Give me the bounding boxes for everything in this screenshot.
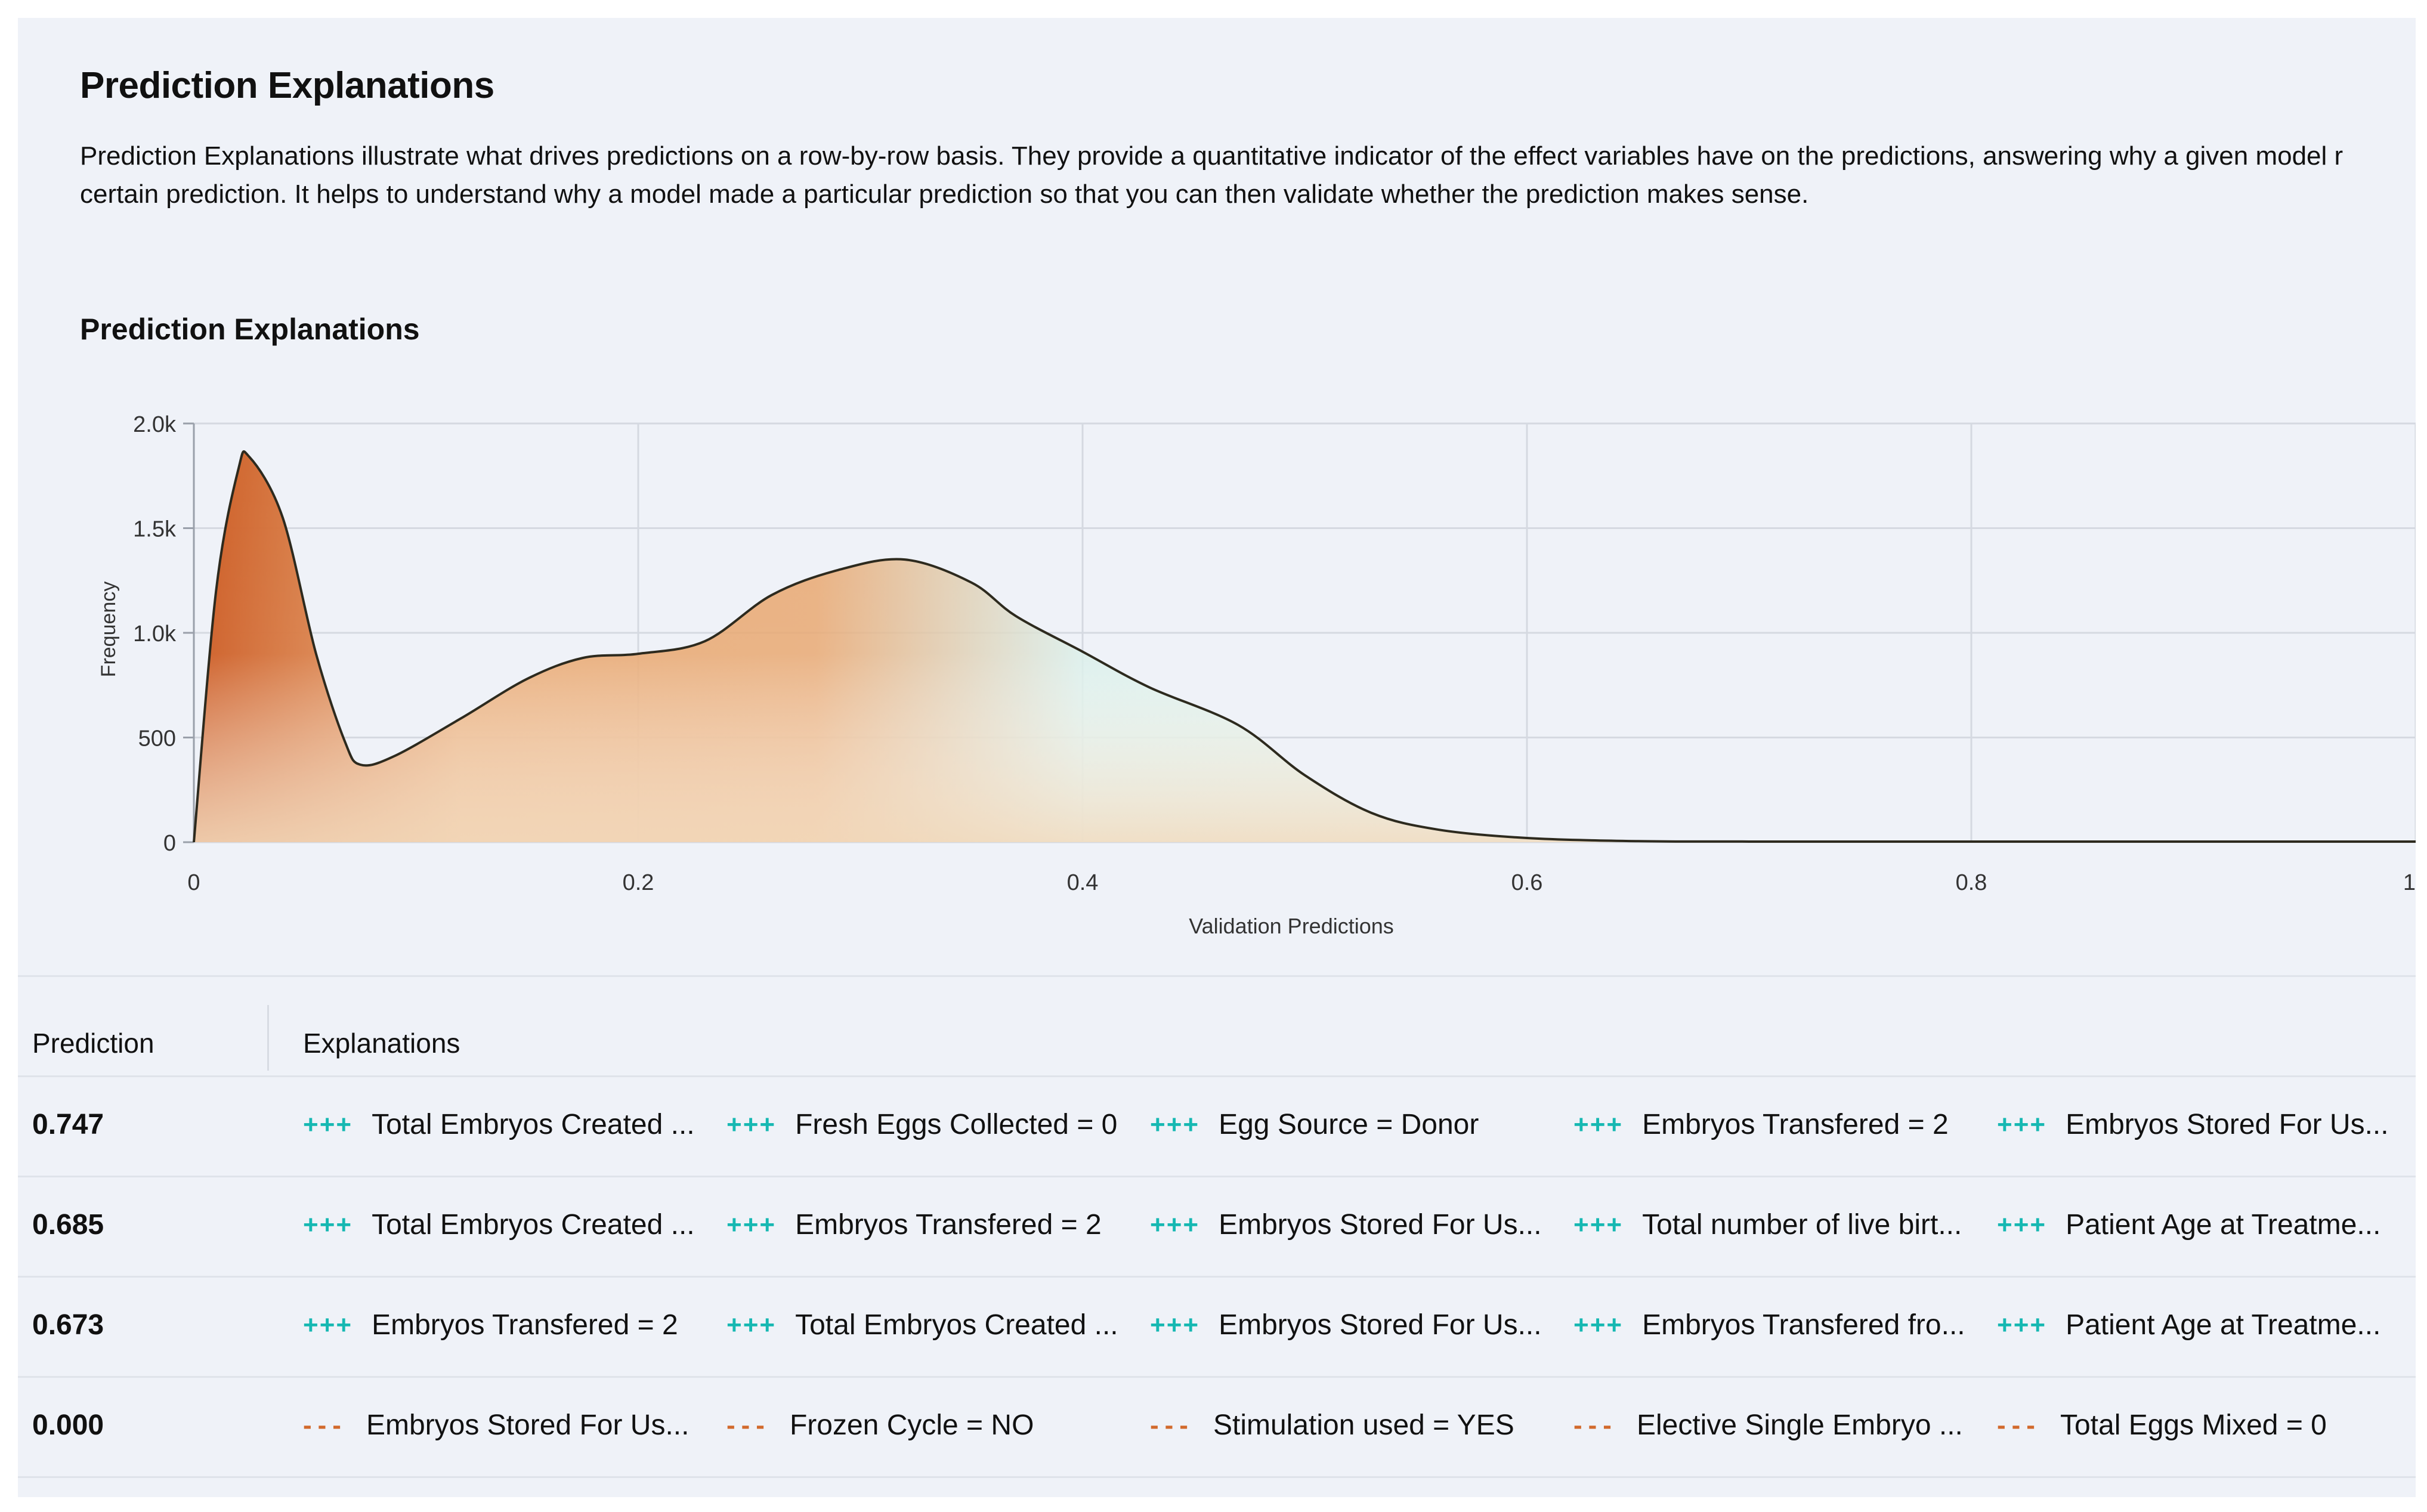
positive-effect-icon: +++ — [1573, 1210, 1624, 1239]
row-divider — [18, 1276, 2416, 1278]
positive-effect-icon: +++ — [726, 1210, 777, 1239]
table-row[interactable]: 0.673 +++ Embryos Transfered = 2 +++ Total E… — [18, 1278, 2416, 1378]
explanation-item: +++ Embryos Stored For Us... — [1997, 1108, 2389, 1141]
y-tick-label: 2.0k — [133, 412, 177, 437]
explanation-item: +++ Embryos Transfered = 2 — [1573, 1108, 1949, 1141]
y-tick-label: 1.0k — [133, 622, 177, 647]
prediction-value: 0.685 — [32, 1209, 104, 1241]
prediction-distribution-chart: 0 500 1.0k 1.5k 2.0k 0 0.2 0.4 0.6 0.8 1 Validation… — [97, 412, 2416, 938]
explanation-item: +++ Total number of live birt... — [1573, 1208, 1962, 1241]
x-tick-label: 0.8 — [1956, 870, 1987, 895]
y-tick-label: 1.5k — [133, 517, 177, 542]
explanation-text: Patient Age at Treatme... — [2066, 1309, 2381, 1341]
row-divider — [18, 1376, 2416, 1378]
description-line-2: certain prediction. It helps to understa… — [80, 180, 1809, 209]
explanation-item: --- Frozen Cycle = NO — [726, 1409, 1034, 1442]
description-line-1: Prediction Explanations illustrate what … — [80, 141, 2343, 171]
negative-effect-icon: --- — [303, 1410, 347, 1440]
row-divider — [18, 1176, 2416, 1177]
explanation-item: +++ Patient Age at Treatme... — [1997, 1309, 2380, 1341]
prediction-value: 0.747 — [32, 1109, 104, 1140]
explanation-text: Embryos Transfered = 2 — [795, 1209, 1102, 1241]
x-axis-title: Validation Predictions — [1189, 914, 1394, 938]
y-tick-label: 0 — [163, 831, 176, 856]
explanation-text: Egg Source = Donor — [1219, 1109, 1479, 1140]
description: Prediction Explanations illustrate what … — [80, 137, 2416, 214]
explanation-text: Patient Age at Treatme... — [2066, 1209, 2381, 1241]
prediction-explanations-panel: Prediction Explanations Prediction Expla… — [18, 18, 2416, 1497]
explanation-text: Embryos Stored For Us... — [1219, 1309, 1542, 1341]
positive-effect-icon: +++ — [1573, 1310, 1624, 1340]
explanation-item: +++ Total Embryos Created ... — [303, 1108, 695, 1141]
explanation-item: +++ Embryos Stored For Us... — [1150, 1208, 1542, 1241]
x-tick-label: 0.6 — [1511, 870, 1543, 895]
explanation-text: Elective Single Embryo ... — [1636, 1409, 1963, 1441]
positive-effect-icon: +++ — [1150, 1310, 1200, 1340]
positive-effect-icon: +++ — [1150, 1109, 1200, 1139]
negative-effect-icon: --- — [1573, 1410, 1618, 1440]
explanation-item: +++ Embryos Stored For Us... — [1150, 1309, 1542, 1341]
row-divider — [18, 1476, 2416, 1478]
explanation-text: Total Eggs Mixed = 0 — [2060, 1409, 2327, 1441]
chart-table-divider — [18, 975, 2416, 977]
explanation-text: Frozen Cycle = NO — [789, 1409, 1034, 1441]
positive-effect-icon: +++ — [1573, 1109, 1624, 1139]
explanation-text: Fresh Eggs Collected = 0 — [795, 1109, 1118, 1140]
explanation-item: +++ Fresh Eggs Collected = 0 — [726, 1108, 1117, 1141]
explanation-item: --- Embryos Stored For Us... — [303, 1409, 689, 1442]
positive-effect-icon: +++ — [1997, 1109, 2047, 1139]
negative-effect-icon: --- — [1997, 1410, 2041, 1440]
prediction-value: 0.673 — [32, 1309, 104, 1341]
explanation-text: Stimulation used = YES — [1213, 1409, 1514, 1441]
explanations-column-header[interactable]: Explanations — [303, 1028, 460, 1059]
positive-effect-icon: +++ — [726, 1310, 777, 1340]
distribution-area-shade — [194, 451, 2416, 842]
explanation-text: Embryos Transfered = 2 — [372, 1309, 678, 1341]
negative-effect-icon: --- — [1150, 1410, 1194, 1440]
explanation-text: Total number of live birt... — [1642, 1209, 1962, 1241]
positive-effect-icon: +++ — [303, 1310, 353, 1340]
explanation-text: Total Embryos Created ... — [372, 1109, 695, 1140]
page-title: Prediction Explanations — [80, 65, 494, 106]
explanation-item: +++ Patient Age at Treatme... — [1997, 1208, 2380, 1241]
explanation-item: --- Stimulation used = YES — [1150, 1409, 1514, 1442]
explanation-item: +++ Embryos Transfered = 2 — [303, 1309, 678, 1341]
x-tick-label: 1 — [2403, 870, 2416, 895]
prediction-column-header[interactable]: Prediction — [32, 1028, 154, 1059]
positive-effect-icon: +++ — [1997, 1210, 2047, 1239]
explanation-item: +++ Embryos Transfered fro... — [1573, 1309, 1965, 1341]
positive-effect-icon: +++ — [726, 1109, 777, 1139]
explanation-item: +++ Total Embryos Created ... — [303, 1208, 695, 1241]
y-axis-title: Frequency — [97, 582, 120, 678]
x-tick-label: 0.2 — [623, 870, 654, 895]
table-row[interactable]: 0.747 +++ Total Embryos Created ... +++ Fres… — [18, 1077, 2416, 1177]
explanation-text: Total Embryos Created ... — [372, 1209, 695, 1241]
explanation-item: +++ Total Embryos Created ... — [726, 1309, 1118, 1341]
explanation-item: +++ Embryos Transfered = 2 — [726, 1208, 1102, 1241]
positive-effect-icon: +++ — [1150, 1210, 1200, 1239]
x-tick-label: 0.4 — [1067, 870, 1099, 895]
positive-effect-icon: +++ — [303, 1109, 353, 1139]
table-row[interactable]: 0.000 --- Embryos Stored For Us... --- Froze… — [18, 1378, 2416, 1478]
explanation-text: Embryos Transfered = 2 — [1642, 1109, 1949, 1140]
chart-section-title: Prediction Explanations — [80, 313, 420, 346]
positive-effect-icon: +++ — [303, 1210, 353, 1239]
explanation-item: --- Total Eggs Mixed = 0 — [1997, 1409, 2327, 1442]
explanation-text: Embryos Stored For Us... — [366, 1409, 690, 1441]
explanation-item: +++ Egg Source = Donor — [1150, 1108, 1479, 1141]
column-separator — [267, 1005, 269, 1071]
explanation-text: Embryos Stored For Us... — [1219, 1209, 1542, 1241]
table-row[interactable]: 0.685 +++ Total Embryos Created ... +++ Embr… — [18, 1177, 2416, 1278]
x-tick-label: 0 — [187, 870, 200, 895]
positive-effect-icon: +++ — [1997, 1310, 2047, 1340]
distribution-line — [193, 450, 2416, 843]
negative-effect-icon: --- — [726, 1410, 771, 1440]
explanation-text: Embryos Transfered fro... — [1642, 1309, 1965, 1341]
y-tick-label: 500 — [138, 726, 176, 752]
explanation-text: Embryos Stored For Us... — [2066, 1109, 2389, 1140]
explanation-item: --- Elective Single Embryo ... — [1573, 1409, 1963, 1442]
explanation-text: Total Embryos Created ... — [795, 1309, 1118, 1341]
prediction-value: 0.000 — [32, 1409, 104, 1441]
header-divider — [18, 1075, 2416, 1077]
